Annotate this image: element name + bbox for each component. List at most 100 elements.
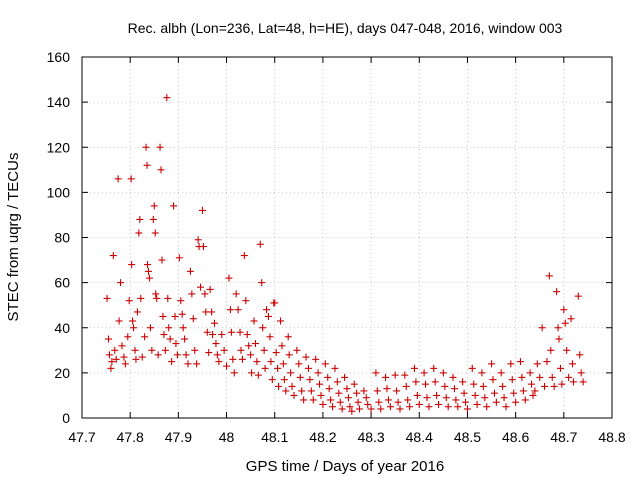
data-point	[295, 360, 303, 368]
data-point	[164, 294, 172, 302]
data-point	[360, 387, 368, 395]
data-point	[553, 288, 561, 296]
data-point	[229, 355, 237, 363]
data-point	[452, 396, 460, 404]
data-point	[499, 382, 507, 390]
data-point	[288, 382, 296, 390]
data-point	[118, 342, 126, 350]
data-point	[402, 382, 410, 390]
data-point	[131, 346, 139, 354]
y-tick-label: 60	[54, 275, 70, 291]
data-point	[507, 360, 515, 368]
data-point	[502, 403, 510, 411]
data-point	[512, 398, 520, 406]
data-point	[287, 369, 295, 377]
data-point	[335, 389, 343, 397]
data-point	[528, 380, 536, 388]
data-point	[348, 407, 356, 415]
data-point	[431, 378, 439, 386]
data-point	[188, 290, 196, 298]
y-tick-label: 40	[54, 320, 70, 336]
data-point	[293, 346, 301, 354]
y-tick-label: 80	[54, 230, 70, 246]
data-point	[471, 391, 479, 399]
data-point	[344, 394, 352, 402]
data-point	[529, 391, 537, 399]
data-point	[137, 294, 145, 302]
data-point	[124, 333, 132, 341]
data-point	[296, 373, 304, 381]
data-point	[142, 143, 150, 151]
data-point	[129, 317, 137, 325]
x-tick-label: 47.7	[68, 429, 95, 445]
data-point	[211, 319, 218, 327]
data-point	[206, 285, 214, 293]
data-point	[556, 364, 564, 372]
data-point	[353, 389, 361, 397]
data-point	[208, 308, 216, 316]
data-point	[245, 342, 253, 350]
data-point	[384, 396, 392, 404]
data-point	[115, 317, 123, 325]
data-point	[199, 243, 207, 251]
data-point	[306, 376, 314, 384]
data-point	[112, 355, 120, 363]
data-point	[375, 398, 383, 406]
data-point	[386, 403, 394, 411]
data-point	[274, 364, 282, 372]
data-point	[490, 389, 498, 397]
data-point	[567, 315, 575, 323]
data-point	[160, 331, 168, 339]
data-point	[250, 317, 258, 325]
data-point	[309, 396, 317, 404]
data-point	[338, 405, 346, 413]
data-point	[144, 261, 152, 269]
data-point	[577, 369, 585, 377]
data-point	[372, 369, 380, 377]
data-point	[508, 376, 516, 384]
data-point	[396, 405, 404, 413]
x-tick-label: 48.6	[502, 429, 529, 445]
data-point	[563, 346, 571, 354]
data-point	[327, 396, 335, 404]
data-point	[159, 312, 167, 320]
data-point	[278, 342, 286, 350]
data-point	[209, 331, 217, 339]
data-point	[497, 369, 505, 377]
data-point	[413, 391, 421, 399]
grid-lines	[82, 57, 612, 418]
data-point	[463, 405, 471, 413]
x-tick-label: 47.8	[117, 429, 144, 445]
data-points	[103, 94, 587, 415]
x-tick-label: 48.1	[261, 429, 288, 445]
data-point	[251, 340, 259, 348]
data-point	[521, 396, 529, 404]
data-point	[193, 360, 201, 368]
x-tick-label: 48	[219, 429, 235, 445]
data-point	[171, 312, 179, 320]
data-point	[454, 403, 462, 411]
data-point	[149, 215, 157, 223]
data-point	[130, 324, 138, 332]
data-point	[492, 398, 500, 406]
data-point	[373, 387, 381, 395]
data-point	[510, 389, 518, 397]
data-point	[314, 369, 322, 377]
data-point	[462, 398, 470, 406]
data-point	[364, 400, 372, 408]
data-point	[545, 272, 553, 280]
data-point	[321, 360, 329, 368]
data-point	[175, 254, 183, 262]
data-point	[569, 378, 577, 386]
data-point	[435, 400, 443, 408]
data-point	[240, 252, 248, 260]
data-point	[279, 360, 287, 368]
data-point	[150, 202, 158, 210]
data-point	[128, 261, 136, 269]
data-point	[182, 351, 190, 359]
data-point	[161, 346, 169, 354]
y-tick-label: 120	[47, 139, 71, 155]
data-point	[189, 315, 197, 323]
data-point	[220, 346, 228, 354]
